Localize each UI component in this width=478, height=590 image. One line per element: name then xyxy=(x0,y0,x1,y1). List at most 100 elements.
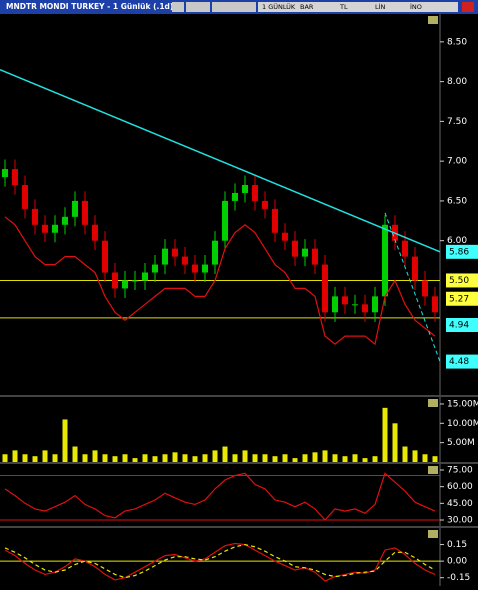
candle-body xyxy=(302,248,308,257)
volume-bar xyxy=(352,454,358,462)
panel-button[interactable] xyxy=(428,399,438,407)
y-tick-label: -0.15 xyxy=(447,573,470,583)
volume-bar xyxy=(332,454,338,462)
candle-body xyxy=(372,296,378,313)
volume-bar xyxy=(412,450,418,462)
candle-body xyxy=(412,256,418,281)
candle-body xyxy=(322,264,328,313)
panel-button[interactable] xyxy=(428,16,438,24)
candle-body xyxy=(32,208,38,225)
volume-bar xyxy=(22,454,28,462)
toolbar xyxy=(258,2,458,12)
candle-body xyxy=(332,296,338,313)
toolbar-icon[interactable] xyxy=(172,2,184,12)
y-tick-label: 7.00 xyxy=(447,157,467,167)
volume-bar xyxy=(282,454,288,462)
volume-bar xyxy=(52,454,58,462)
volume-bar xyxy=(322,450,328,462)
volume-bar xyxy=(222,446,228,462)
volume-bar xyxy=(392,423,398,462)
candle-body xyxy=(142,272,148,281)
toolbar-item[interactable]: İNO xyxy=(410,2,422,11)
candle-body xyxy=(42,224,48,233)
panel-button[interactable] xyxy=(428,466,438,474)
toolbar-icon[interactable] xyxy=(186,2,210,12)
y-tick-label: 8.50 xyxy=(447,37,467,47)
y-tick-label: 7.50 xyxy=(447,117,467,127)
toolbar-item[interactable]: TL xyxy=(339,3,348,11)
candle-body xyxy=(192,264,198,273)
volume-bar xyxy=(262,454,268,462)
price-marker-label: 5.27 xyxy=(449,294,469,304)
y-tick-label: 5.00M xyxy=(447,438,475,448)
toolbar-item[interactable]: BAR xyxy=(300,3,314,11)
candle-body xyxy=(222,200,228,241)
volume-bar xyxy=(122,454,128,462)
price-marker-label: 4.48 xyxy=(449,357,469,367)
candle-body xyxy=(112,272,118,289)
candle-body xyxy=(92,224,98,241)
candle-body xyxy=(52,224,58,233)
price-marker xyxy=(446,354,478,369)
close-button[interactable] xyxy=(462,2,474,12)
volume-bar xyxy=(112,456,118,462)
y-tick-label: 45.00 xyxy=(447,499,473,509)
candle-body xyxy=(2,169,8,178)
toolbar-icon[interactable] xyxy=(212,2,256,12)
candle-body xyxy=(422,280,428,297)
candle-body xyxy=(162,248,168,265)
volume-bar xyxy=(142,454,148,462)
chart-title: MNDTR MONDI TURKEY - 1 Günlük (.1d) xyxy=(6,2,173,11)
price-marker xyxy=(446,318,478,333)
volume-bar xyxy=(432,456,438,462)
candle-body xyxy=(382,224,388,297)
volume-bar xyxy=(292,458,298,462)
volume-bar xyxy=(152,456,158,462)
candle-body xyxy=(432,296,438,313)
candle-body xyxy=(152,264,158,273)
y-tick-label: 8.00 xyxy=(447,77,467,87)
candle-body xyxy=(12,169,18,186)
candle-body xyxy=(352,304,358,306)
candle-body xyxy=(62,216,68,225)
candle-body xyxy=(252,185,258,201)
volume-bar xyxy=(212,450,218,462)
y-tick-label: 30.00 xyxy=(447,516,473,526)
candle-body xyxy=(72,200,78,217)
price-marker-label: 5.50 xyxy=(449,276,469,286)
candle-body xyxy=(282,232,288,241)
line xyxy=(4,542,436,582)
volume-bar xyxy=(12,450,18,462)
volume-bar xyxy=(82,454,88,462)
candle-body xyxy=(182,256,188,265)
candle-body xyxy=(272,208,278,233)
volume-bar xyxy=(342,456,348,462)
candle-body xyxy=(242,185,248,193)
candle-body xyxy=(122,280,128,289)
volume-bar xyxy=(372,456,378,462)
volume-bar xyxy=(192,456,198,462)
toolbar-item[interactable]: 1 GÜNLÜK xyxy=(262,2,296,11)
y-tick-label: 10.00M xyxy=(447,419,478,429)
y-tick-label: 15.00M xyxy=(447,399,478,409)
volume-bar xyxy=(102,454,108,462)
price-marker xyxy=(446,244,478,259)
volume-bar xyxy=(232,454,238,462)
y-tick-label: 75.00 xyxy=(447,466,473,476)
volume-bar xyxy=(362,458,368,462)
candle-body xyxy=(82,200,88,225)
price-marker xyxy=(446,273,478,288)
line xyxy=(4,543,436,579)
candle-body xyxy=(262,200,268,209)
candle-body xyxy=(22,185,28,209)
panel-button[interactable] xyxy=(428,530,438,538)
toolbar-item[interactable]: LİN xyxy=(375,2,386,11)
volume-bar xyxy=(302,454,308,462)
volume-bar xyxy=(422,454,428,462)
candle-body xyxy=(202,264,208,273)
volume-bar xyxy=(172,452,178,462)
candle-body xyxy=(342,296,348,305)
price-marker xyxy=(446,291,478,306)
volume-bar xyxy=(32,456,38,462)
